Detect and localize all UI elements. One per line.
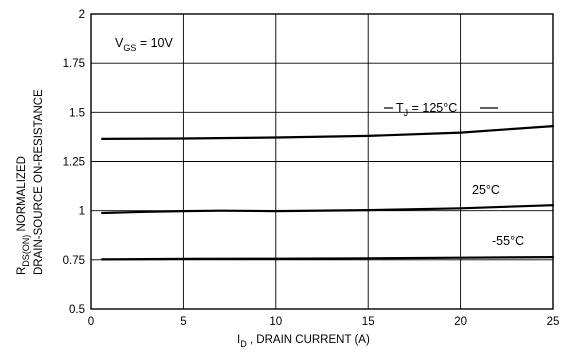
series-label-25c: 25°C: [472, 183, 500, 197]
y-tick-label: 1.5: [69, 107, 85, 119]
series-lines: [100, 124, 555, 261]
condition-label: VGS = 10V: [115, 36, 174, 53]
y-axis-title-line2: DRAIN-SOURCE ON-RESISTANCE: [33, 89, 45, 275]
y-tick-label: 1.75: [63, 58, 85, 70]
y-tick-label: 1: [79, 206, 85, 218]
plot-frame: [90, 13, 554, 310]
x-axis-title: ID , DRAIN CURRENT (A): [237, 334, 370, 349]
x-tick-labels: 0 5 10 15 20 25: [88, 316, 560, 328]
y-axis-title-line1: RDS(ON) NORMALIZED: [16, 156, 31, 275]
y-tick-label: 0.5: [69, 304, 85, 316]
y-tick-labels: 0.5 0.75 1 1.25 1.5 1.75 2: [63, 9, 85, 316]
series-line-2: [100, 256, 555, 261]
x-tick-label: 25: [547, 316, 560, 328]
x-tick-label: 5: [180, 316, 186, 328]
x-tick-label: 0: [88, 316, 94, 328]
grid: [91, 14, 553, 309]
y-tick-label: 0.75: [63, 255, 85, 267]
y-tick-label: 1.25: [63, 157, 85, 169]
y-tick-label: 2: [79, 9, 85, 21]
series-label-minus55c: -55°C: [492, 234, 524, 248]
x-tick-label: 20: [454, 316, 467, 328]
x-tick-label: 10: [269, 316, 282, 328]
series-line-1: [100, 204, 555, 215]
series-label-125c: TJ = 125°C: [396, 101, 457, 118]
series-line-0: [100, 124, 555, 140]
x-tick-label: 15: [362, 316, 375, 328]
